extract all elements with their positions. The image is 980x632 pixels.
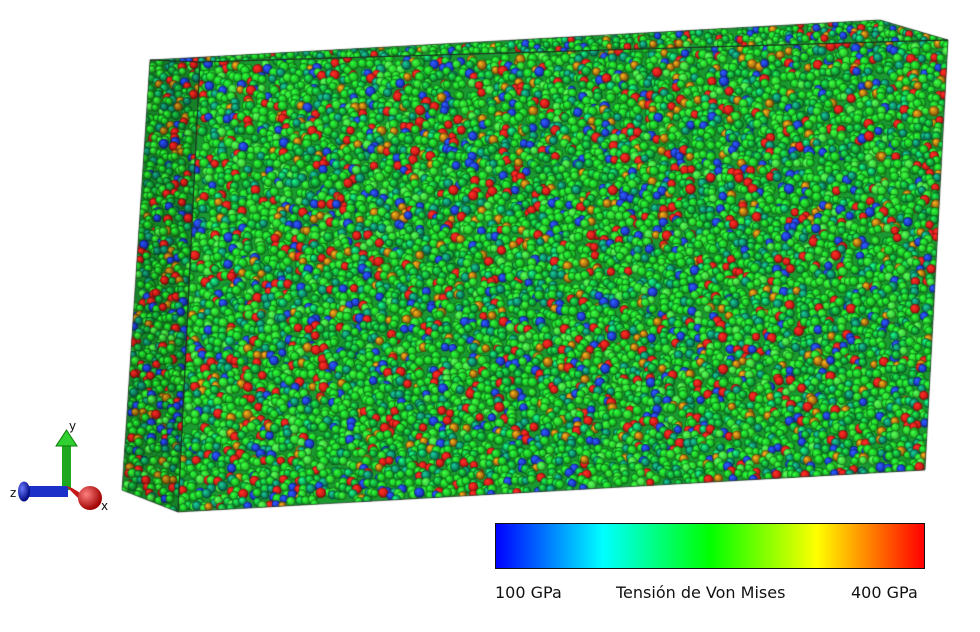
colorbar-min-label: 100 GPa (495, 583, 562, 602)
z-axis-label: z (10, 486, 16, 500)
y-axis-arrow (55, 429, 78, 490)
z-axis-arrow (18, 481, 68, 502)
y-axis-label: y (69, 419, 76, 433)
x-axis-label: x (101, 499, 108, 513)
colorbar-gradient (495, 523, 925, 569)
colorbar-title: Tensión de Von Mises (616, 583, 786, 602)
colorbar-max-label: 400 GPa (851, 583, 918, 602)
x-axis-arrow (66, 486, 102, 510)
axis-triad-icon: y z x (10, 419, 108, 513)
